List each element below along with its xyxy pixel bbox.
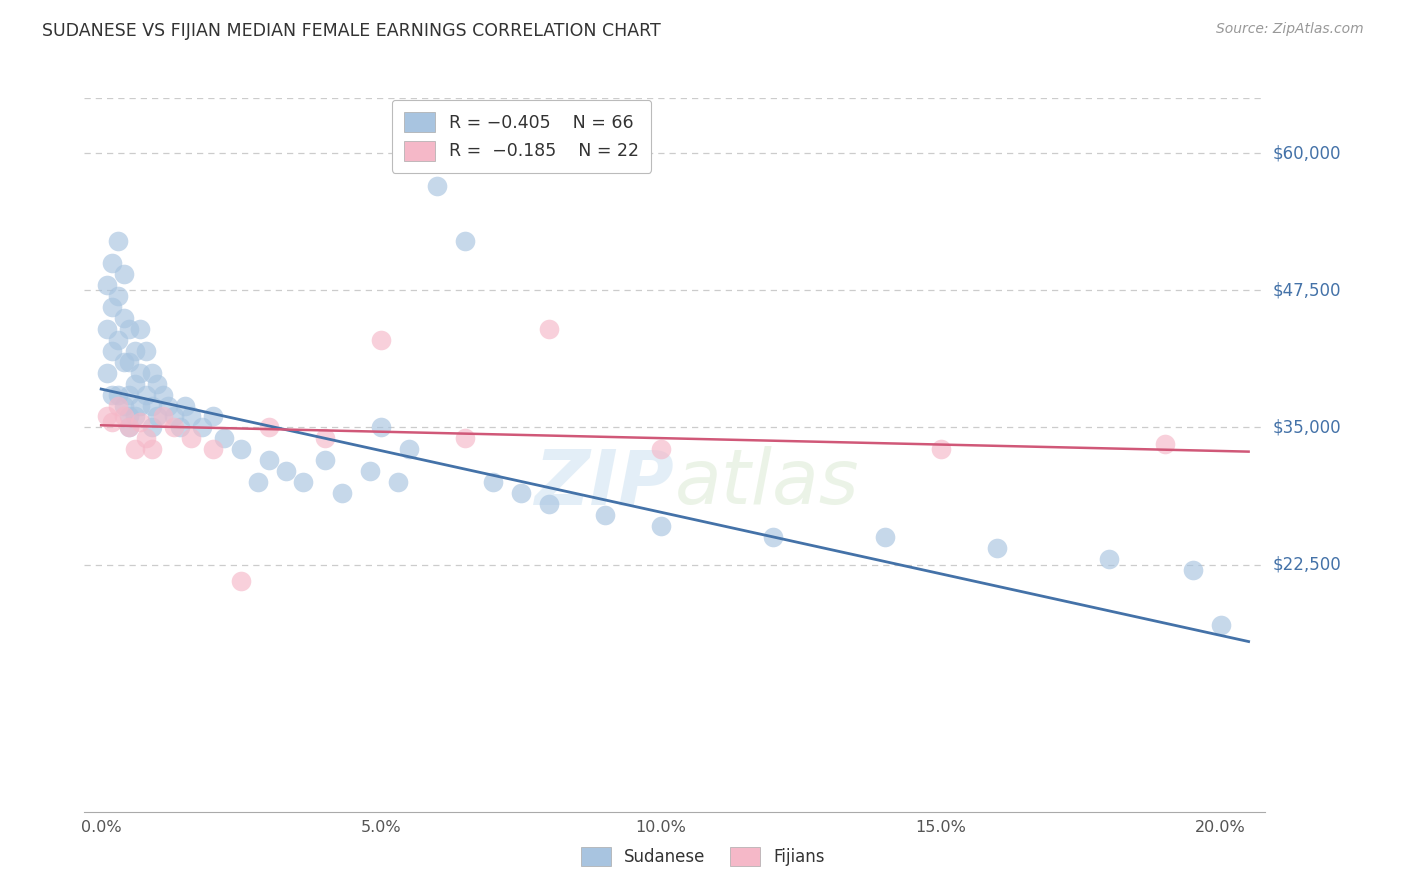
Point — [129, 399, 152, 413]
Point — [124, 343, 146, 358]
Point — [387, 475, 409, 490]
Point — [107, 387, 129, 401]
Point — [537, 321, 560, 335]
Point — [314, 453, 336, 467]
Point — [257, 453, 280, 467]
Text: atlas: atlas — [675, 447, 859, 520]
Point — [370, 420, 392, 434]
Point — [118, 409, 141, 424]
Point — [124, 409, 146, 424]
Point — [482, 475, 505, 490]
Point — [257, 420, 280, 434]
Point — [454, 432, 477, 446]
Point — [593, 508, 616, 523]
Point — [1153, 437, 1175, 451]
Point — [314, 432, 336, 446]
Point — [929, 442, 952, 457]
Point — [163, 409, 186, 424]
Point — [202, 442, 225, 457]
Point — [124, 442, 146, 457]
Point — [650, 442, 672, 457]
Point — [246, 475, 269, 490]
Point — [118, 321, 141, 335]
Point — [873, 530, 896, 544]
Point — [112, 399, 135, 413]
Point — [101, 300, 124, 314]
Point — [112, 267, 135, 281]
Point — [101, 343, 124, 358]
Point — [112, 310, 135, 325]
Legend: Sudanese, Fijians: Sudanese, Fijians — [572, 838, 834, 875]
Point — [426, 178, 449, 193]
Point — [510, 486, 533, 500]
Point — [537, 497, 560, 511]
Point — [454, 234, 477, 248]
Text: Source: ZipAtlas.com: Source: ZipAtlas.com — [1216, 22, 1364, 37]
Point — [986, 541, 1008, 556]
Point — [107, 234, 129, 248]
Point — [229, 574, 252, 589]
Point — [152, 387, 174, 401]
Point — [180, 409, 202, 424]
Point — [96, 277, 118, 292]
Point — [174, 399, 197, 413]
Point — [112, 354, 135, 368]
Point — [135, 387, 157, 401]
Point — [180, 432, 202, 446]
Point — [359, 464, 381, 478]
Point — [135, 343, 157, 358]
Text: SUDANESE VS FIJIAN MEDIAN FEMALE EARNINGS CORRELATION CHART: SUDANESE VS FIJIAN MEDIAN FEMALE EARNING… — [42, 22, 661, 40]
Point — [107, 399, 129, 413]
Point — [163, 420, 186, 434]
Point — [214, 432, 236, 446]
Point — [118, 420, 141, 434]
Legend: R = −0.405    N = 66, R =  −0.185    N = 22: R = −0.405 N = 66, R = −0.185 N = 22 — [392, 100, 651, 173]
Point — [1098, 552, 1121, 566]
Point — [370, 333, 392, 347]
Point — [96, 409, 118, 424]
Point — [762, 530, 785, 544]
Point — [191, 420, 214, 434]
Point — [330, 486, 353, 500]
Point — [146, 409, 169, 424]
Point — [101, 387, 124, 401]
Text: ZIP: ZIP — [536, 447, 675, 520]
Point — [274, 464, 297, 478]
Point — [169, 420, 191, 434]
Point — [1181, 563, 1204, 577]
Point — [96, 366, 118, 380]
Text: $47,500: $47,500 — [1272, 281, 1341, 299]
Point — [129, 321, 152, 335]
Point — [129, 415, 152, 429]
Point — [141, 420, 163, 434]
Point — [118, 354, 141, 368]
Point — [146, 376, 169, 391]
Point — [291, 475, 314, 490]
Point — [141, 366, 163, 380]
Point — [141, 399, 163, 413]
Point — [650, 519, 672, 533]
Point — [129, 366, 152, 380]
Point — [398, 442, 420, 457]
Text: $60,000: $60,000 — [1272, 144, 1341, 162]
Point — [1209, 618, 1232, 632]
Point — [96, 321, 118, 335]
Point — [152, 409, 174, 424]
Point — [157, 399, 180, 413]
Point — [107, 289, 129, 303]
Point — [202, 409, 225, 424]
Point — [107, 333, 129, 347]
Point — [112, 409, 135, 424]
Point — [124, 376, 146, 391]
Point — [118, 420, 141, 434]
Point — [135, 432, 157, 446]
Point — [118, 387, 141, 401]
Text: $35,000: $35,000 — [1272, 418, 1341, 436]
Point — [101, 256, 124, 270]
Text: $22,500: $22,500 — [1272, 556, 1341, 574]
Point — [101, 415, 124, 429]
Point — [229, 442, 252, 457]
Point — [141, 442, 163, 457]
